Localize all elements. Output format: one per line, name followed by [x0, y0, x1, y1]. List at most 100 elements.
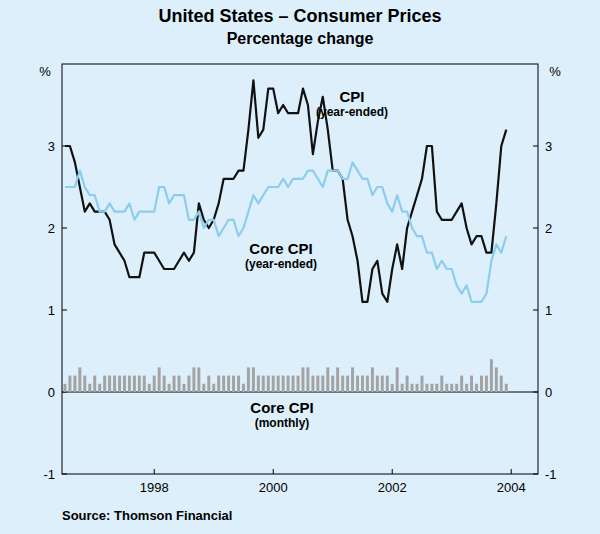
bar [197, 367, 200, 392]
bar [108, 376, 111, 392]
series-label-main: Core CPI [249, 240, 312, 257]
bar [217, 376, 220, 392]
bar [460, 376, 463, 392]
series-label: CPI(year-ended) [316, 88, 388, 119]
x-tick [154, 469, 155, 474]
y-tick-left [62, 228, 67, 229]
plot-frame [62, 64, 538, 474]
y-tick-label-right: 1 [545, 303, 552, 318]
y-tick-right [533, 228, 538, 229]
bar [202, 384, 205, 392]
bar [316, 376, 319, 392]
y-unit-right: % [549, 64, 561, 79]
bar [153, 376, 156, 392]
bar [430, 384, 433, 392]
bar [158, 367, 161, 392]
bar [381, 376, 384, 392]
bar [321, 376, 324, 392]
bar [232, 376, 235, 392]
bar [435, 384, 438, 392]
bar [63, 384, 66, 392]
y-tick-right [533, 146, 538, 147]
y-unit-left: % [39, 64, 51, 79]
bar [128, 376, 131, 392]
bar [351, 367, 354, 392]
series-label-sub: (year-ended) [316, 105, 388, 119]
bar [401, 384, 404, 392]
bar [396, 367, 399, 392]
bar [262, 376, 265, 392]
y-tick-right [533, 474, 538, 475]
x-tick [392, 469, 393, 474]
x-tick-label: 2004 [497, 480, 526, 495]
bar [133, 376, 136, 392]
line [65, 162, 506, 301]
bar [178, 376, 181, 392]
series-label-main: Core CPI [250, 399, 313, 416]
bar [272, 376, 275, 392]
bar [440, 376, 443, 392]
bar [282, 376, 285, 392]
bar [376, 376, 379, 392]
bar [341, 376, 344, 392]
bar [103, 376, 106, 392]
bar [301, 367, 304, 392]
bar [168, 384, 171, 392]
bar [78, 367, 81, 392]
background [0, 0, 600, 534]
bar [73, 376, 76, 392]
y-tick-label-left: 0 [48, 385, 55, 400]
y-tick-label-left: 2 [48, 221, 55, 236]
y-tick-label-left: 1 [48, 303, 55, 318]
bar [93, 376, 96, 392]
bar [331, 376, 334, 392]
bar [252, 367, 255, 392]
bar [123, 376, 126, 392]
bar [212, 384, 215, 392]
bar [247, 367, 250, 392]
bar [292, 376, 295, 392]
bar [257, 376, 260, 392]
y-tick-right [533, 310, 538, 311]
bar [346, 376, 349, 392]
bar [68, 376, 71, 392]
bar [470, 376, 473, 392]
bar [490, 359, 493, 392]
bar [148, 384, 151, 392]
bar [306, 367, 309, 392]
bar [113, 376, 116, 392]
bar [336, 367, 339, 392]
source: Source: Thomson Financial [62, 508, 232, 523]
subtitle: Percentage change [227, 30, 374, 47]
x-tick-label: 2000 [259, 480, 288, 495]
bar [361, 376, 364, 392]
y-tick-label-right: 2 [545, 221, 552, 236]
bar [455, 384, 458, 392]
bar [386, 376, 389, 392]
bar [505, 384, 508, 392]
bar [182, 384, 185, 392]
bar [445, 384, 448, 392]
series-label-sub: (monthly) [255, 416, 310, 430]
bar [391, 384, 394, 392]
y-tick-label-right: -1 [545, 467, 557, 482]
bar [207, 376, 210, 392]
bar [277, 376, 280, 392]
bar [143, 376, 146, 392]
bar [371, 367, 374, 392]
bar [416, 384, 419, 392]
bar [237, 376, 240, 392]
line [65, 80, 506, 301]
bar [187, 376, 190, 392]
bar [88, 384, 91, 392]
bar [297, 376, 300, 392]
series-label: Core CPI(monthly) [250, 399, 313, 430]
x-tick [511, 469, 512, 474]
bar [287, 376, 290, 392]
bar [420, 376, 423, 392]
bar [138, 376, 141, 392]
x-tick [273, 469, 274, 474]
marks [62, 80, 538, 392]
bar [311, 376, 314, 392]
bar [98, 384, 101, 392]
